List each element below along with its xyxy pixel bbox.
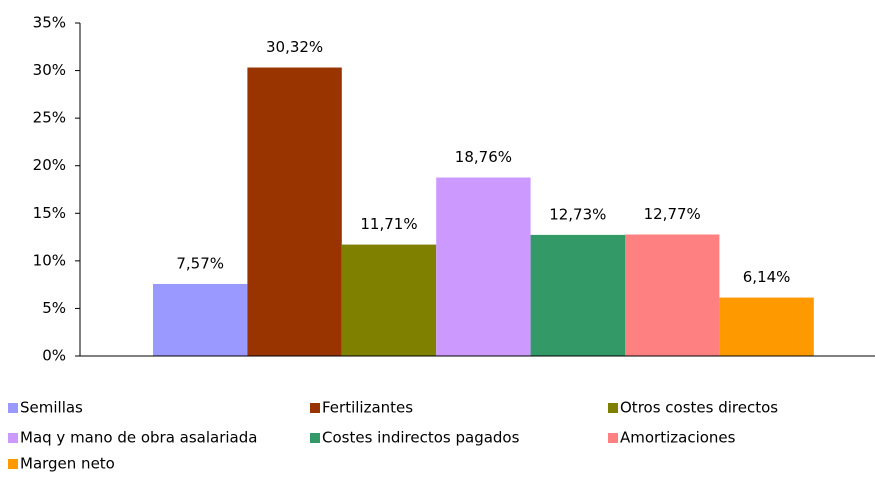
y-tick-label: 25% [33,109,66,127]
y-tick-label: 35% [33,14,66,32]
data-label: 12,73% [549,205,606,223]
bar [153,283,248,356]
legend-swatch [8,433,18,443]
bar [719,297,814,356]
bar [341,244,437,356]
data-label: 7,57% [176,254,224,272]
legend-swatch [310,433,320,443]
bar [530,234,625,356]
legend-swatch [310,403,320,413]
legend-label: Maq y mano de obra asalariada [20,429,257,447]
legend-label: Semillas [20,399,83,417]
data-label: 11,71% [360,215,417,233]
y-tick-label: 30% [33,61,66,79]
bar [247,67,342,356]
data-label: 12,77% [644,205,701,223]
bar [436,177,531,356]
legend-swatch [8,403,18,413]
y-tick-label: 15% [33,204,66,222]
y-tick-label: 20% [33,156,66,174]
legend-swatch [608,403,618,413]
y-tick-label: 10% [33,251,66,269]
legend-label: Fertilizantes [322,399,413,417]
legend-label: Amortizaciones [620,429,736,447]
y-tick-label: 0% [42,347,66,365]
data-label: 30,32% [266,38,323,56]
legend-label: Margen neto [20,455,115,473]
legend-label: Costes indirectos pagados [322,429,520,447]
legend-label: Otros costes directos [620,399,778,417]
data-label: 18,76% [455,148,512,166]
bar [625,234,720,356]
legend-swatch [608,433,618,443]
y-tick-label: 5% [42,299,66,317]
data-label: 6,14% [743,268,791,286]
legend-swatch [8,459,18,469]
